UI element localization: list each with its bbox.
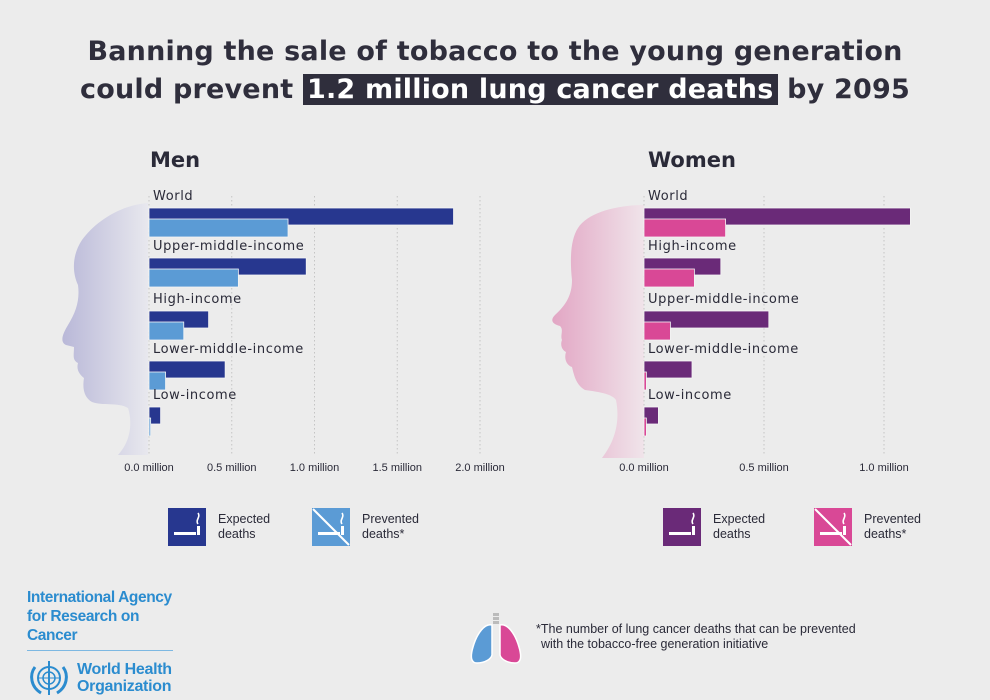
bar-prevented (148, 218, 289, 238)
category-label: World (648, 189, 688, 204)
men-panel-title: Men (150, 148, 201, 172)
category-label: Upper-middle-income (648, 292, 799, 307)
bar-prevented (643, 417, 647, 437)
category-label: Low-income (153, 388, 237, 403)
title-suffix: by 2095 (787, 74, 910, 105)
x-tick-label: 2.0 million (455, 462, 505, 474)
bar-expected (148, 360, 226, 379)
footnote-line-2: with the tobacco-free generation initiat… (541, 637, 769, 651)
footnote-line-1: *The number of lung cancer deaths that c… (536, 622, 856, 636)
category-label: High-income (153, 292, 242, 307)
who-name: World Health Organization (77, 661, 172, 695)
iarc-who-logo: International Agency for Research on Can… (27, 588, 177, 697)
title-highlight: 1.2 million lung cancer deaths (302, 74, 778, 105)
x-tick-label: 0.5 million (207, 462, 257, 474)
x-tick-label: 1.0 million (859, 462, 909, 474)
woman-head-silhouette (552, 205, 644, 458)
legend-label: Expected deaths (218, 512, 271, 541)
who-logo: World Health Organization (27, 659, 177, 697)
women-chart: 0.0 million 0.5 million 1.0 million World Hi… (619, 189, 911, 474)
x-tick-label: 0.0 million (124, 462, 174, 474)
bar-prevented (643, 218, 726, 238)
lungs-icon (470, 613, 522, 664)
iarc-name: International Agency for Research on Can… (27, 589, 172, 644)
bar-prevented (148, 321, 185, 341)
bar-expected (643, 360, 693, 379)
x-tick-label: 0.0 million (619, 462, 669, 474)
page-title: Banning the sale of tobacco to the young… (0, 33, 990, 109)
bar-prevented (643, 371, 647, 391)
men-legend-expected: Expected deaths (168, 508, 298, 546)
bar-prevented (643, 321, 671, 341)
legend-label: Prevented deaths* (362, 512, 419, 541)
who-emblem-icon (30, 661, 68, 695)
women-legend-prevented: Prevented deaths* (814, 508, 944, 546)
bar-prevented (148, 417, 152, 437)
cigarette-icon (168, 508, 206, 546)
legend-swatch-women-expected (663, 508, 701, 546)
title-line-2: could prevent 1.2 million lung cancer de… (0, 71, 990, 109)
no-smoking-icon (814, 508, 852, 546)
category-label: Upper-middle-income (153, 239, 304, 254)
bar-expected (643, 310, 770, 329)
legend-label: Prevented deaths* (864, 512, 921, 541)
category-label: Lower-middle-income (648, 342, 799, 357)
title-prefix: could prevent (80, 74, 294, 105)
legend-label: Expected deaths (713, 512, 766, 541)
bar-prevented (148, 268, 239, 288)
women-legend-expected: Expected deaths (663, 508, 793, 546)
title-line-1: Banning the sale of tobacco to the young… (87, 36, 903, 67)
logo-divider (27, 650, 173, 651)
x-tick-label: 1.5 million (372, 462, 422, 474)
no-smoking-icon (312, 508, 350, 546)
x-tick-label: 1.0 million (290, 462, 340, 474)
man-head-silhouette (62, 203, 148, 455)
legend-swatch-men-expected (168, 508, 206, 546)
footnote: *The number of lung cancer deaths that c… (536, 622, 856, 652)
category-label: World (153, 189, 193, 204)
bar-prevented (148, 371, 166, 391)
bar-prevented (643, 268, 695, 288)
cigarette-icon (663, 508, 701, 546)
x-tick-label: 0.5 million (739, 462, 789, 474)
bar-expected (643, 406, 659, 425)
men-chart: 0.0 million 0.5 million 1.0 million 1.5 mil… (124, 189, 505, 474)
category-label: High-income (648, 239, 737, 254)
category-label: Lower-middle-income (153, 342, 304, 357)
women-panel-title: Women (648, 148, 736, 172)
bar-expected (148, 406, 161, 425)
category-label: Low-income (648, 388, 732, 403)
men-legend-prevented: Prevented deaths* (312, 508, 442, 546)
